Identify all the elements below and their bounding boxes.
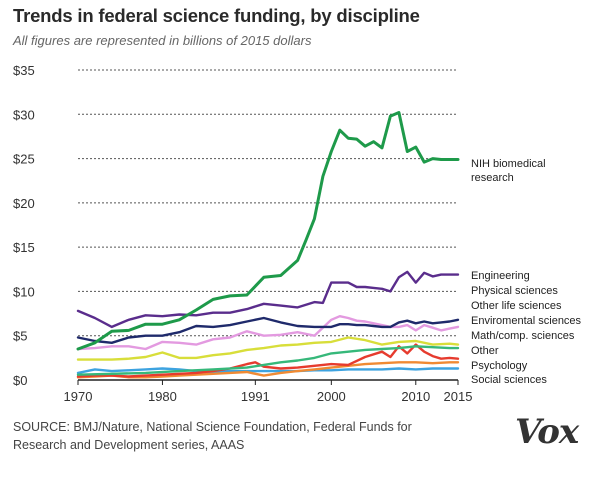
- series-label-nih-biomedical-research: research: [471, 172, 514, 184]
- x-tick-label: 2010: [401, 389, 430, 404]
- series-label-engineering: Engineering: [471, 270, 530, 282]
- y-tick-label: $10: [13, 284, 35, 299]
- x-tick-label: 2015: [444, 389, 473, 404]
- vox-logo: Vox: [515, 412, 579, 452]
- y-tick-label: $25: [13, 152, 35, 167]
- series-line-enviromental-sciences: [76, 345, 460, 376]
- y-tick-label: $35: [13, 63, 35, 78]
- series-label-other-life-sciences: Other life sciences: [471, 300, 562, 312]
- chart-title: Trends in federal science funding, by di…: [13, 5, 420, 26]
- y-tick-label: $5: [13, 329, 27, 344]
- series-label-nih-biomedical-research: NIH biomedical: [471, 158, 546, 170]
- x-axis: 1970 1980 1991 2000 2010 2015: [64, 380, 473, 404]
- series-line-physical-sciences: [76, 316, 460, 344]
- series-label-social-sciences: Social sciences: [471, 374, 547, 386]
- x-tick-label: 1980: [148, 389, 177, 404]
- series-line-math-comp-sciences: [76, 336, 460, 361]
- series-label-physical-sciences: Physical sciences: [471, 285, 558, 297]
- series-line-engineering: [76, 270, 460, 329]
- y-tick-label: $15: [13, 240, 35, 255]
- series-line-psychology: [76, 361, 460, 379]
- y-axis: $0 $5 $10 $15 $20 $25 $30 $35: [13, 63, 35, 388]
- chart-subtitle: All figures are represented in billions …: [13, 33, 312, 48]
- y-tick-label: $20: [13, 196, 35, 211]
- y-tick-label: $30: [13, 107, 35, 122]
- series-label-other: Other: [471, 345, 499, 357]
- series-labels: NIH biomedical research Engineering Physica…: [471, 158, 582, 386]
- y-tick-label: $0: [13, 373, 27, 388]
- series-lines: [76, 111, 460, 379]
- series-label-psychology: Psychology: [471, 360, 528, 372]
- series-label-enviromental-sciences: Enviromental sciences: [471, 315, 582, 327]
- series-label-math-comp-sciences: Math/comp. sciences: [471, 330, 575, 342]
- series-line-nih-biomedical-research: [76, 111, 460, 351]
- x-tick-label: 2000: [317, 389, 346, 404]
- source-note: SOURCE: BMJ/Nature, National Science Fou…: [13, 420, 412, 452]
- series-line-social-sciences: [76, 367, 460, 375]
- series-line-other-life-sciences: [76, 315, 460, 351]
- x-tick-label: 1970: [64, 389, 93, 404]
- x-tick-label: 1991: [241, 389, 270, 404]
